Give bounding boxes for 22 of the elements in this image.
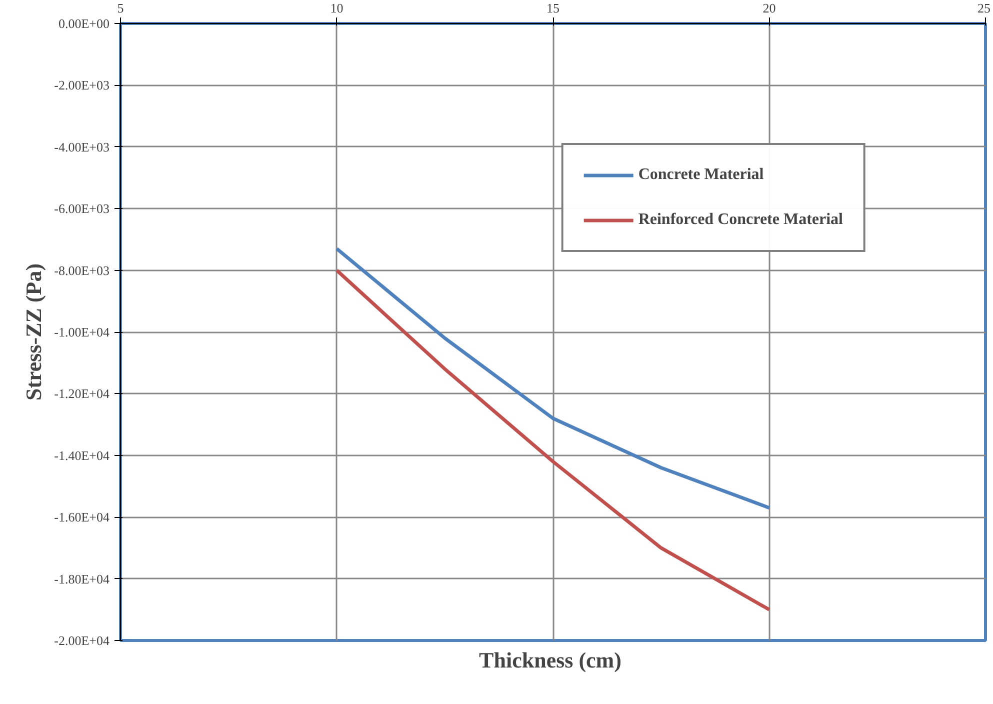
line-series [335, 268, 771, 612]
legend-label: Concrete Material [638, 166, 765, 184]
legend-label: Reinforced Concrete Material [638, 211, 843, 229]
x-tick-label: 25 [978, 0, 990, 16]
y-tick-label: -1.20E+04 [54, 386, 110, 402]
x-tick-label: 5 [117, 0, 124, 16]
x-tick-label: 15 [546, 0, 560, 16]
y-axis-title: Stress-ZZ (Pa) [21, 263, 46, 401]
y-tick-label: 0.00E+00 [58, 16, 110, 31]
y-tick-label: -1.40E+04 [54, 448, 110, 463]
y-tick-label: -2.00E+03 [54, 78, 110, 93]
y-tick-label: -6.00E+03 [54, 201, 110, 216]
y-tick-label: -1.80E+04 [54, 571, 110, 586]
x-tick-label: 20 [762, 0, 776, 16]
x-tick-label: 10 [330, 0, 344, 16]
y-tick-label: -8.00E+03 [54, 262, 110, 278]
x-axis-title: Thickness (cm) [479, 648, 622, 672]
y-tick-label: -2.00E+04 [54, 633, 110, 648]
line-series [335, 246, 771, 510]
y-tick-label: -1.60E+04 [54, 510, 110, 525]
y-tick-label: -1.00E+04 [54, 324, 110, 340]
y-tick-label: -4.00E+03 [54, 139, 110, 154]
